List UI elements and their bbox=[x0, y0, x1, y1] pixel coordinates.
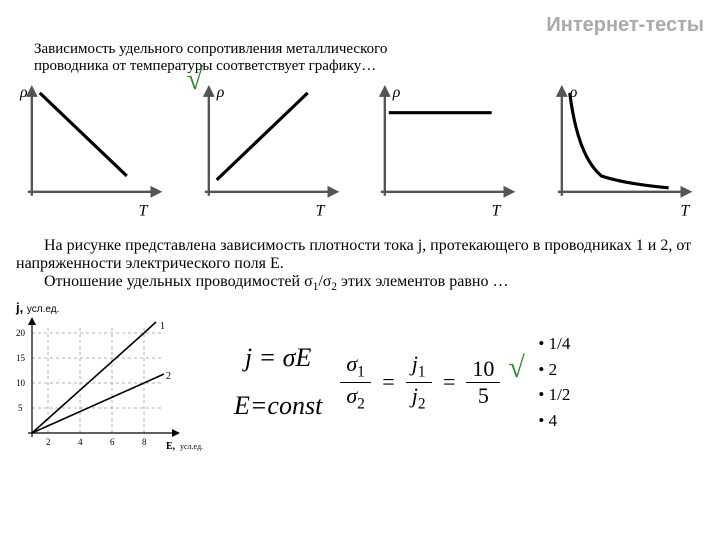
svg-text:E,: E, bbox=[166, 441, 176, 452]
svg-text:4: 4 bbox=[78, 437, 83, 447]
svg-text:2: 2 bbox=[166, 371, 171, 382]
equals-2: = bbox=[442, 369, 457, 395]
svg-text:1: 1 bbox=[160, 321, 165, 332]
svg-text:усл.ед.: усл.ед. bbox=[180, 442, 203, 451]
svg-text:ρ: ρ bbox=[215, 84, 224, 101]
frac-sigma: σ1 σ2 bbox=[340, 351, 371, 413]
eq-j-sigmaE: j = σE bbox=[245, 343, 311, 373]
q1-prompt: Зависимость удельного сопротивления мета… bbox=[34, 41, 704, 75]
page-header: Интернет-тесты bbox=[16, 14, 704, 37]
svg-text:T: T bbox=[315, 202, 325, 219]
q2-p2b: /σ bbox=[318, 273, 331, 290]
svg-text:2: 2 bbox=[46, 437, 51, 447]
q1-graph-3: ρ T bbox=[369, 81, 527, 219]
svg-text:15: 15 bbox=[16, 353, 26, 363]
q1-line1: Зависимость удельного сопротивления мета… bbox=[34, 41, 387, 57]
svg-text:5: 5 bbox=[18, 403, 23, 413]
j-axis-label: j, усл.ед. bbox=[16, 300, 59, 315]
svg-text:ρ: ρ bbox=[392, 84, 401, 101]
svg-text:T: T bbox=[492, 202, 502, 219]
q1-graph-2: √ ρ T bbox=[193, 81, 351, 219]
answer-option: 2 bbox=[538, 357, 570, 383]
q1-graph-4: ρ T bbox=[546, 81, 704, 219]
checkmark-icon: √ bbox=[508, 351, 524, 385]
eq-fraction-chain: σ1 σ2 = j1 j2 = 10 5 bbox=[340, 351, 500, 413]
q2-para1: На рисунке представлена зависимость плот… bbox=[16, 237, 704, 273]
frac-j: j1 j2 bbox=[406, 351, 432, 413]
svg-text:10: 10 bbox=[16, 378, 26, 388]
answer-option: 1/2 bbox=[538, 382, 570, 408]
q2-equations: j = σE E=const bbox=[234, 343, 322, 421]
q1-line2: проводника от температуры соответствует … bbox=[34, 58, 376, 74]
svg-text:8: 8 bbox=[142, 437, 147, 447]
q2-p2a: Отношение удельных проводимостей σ bbox=[44, 273, 313, 290]
answer-option: 1/4 bbox=[538, 331, 570, 357]
svg-text:T: T bbox=[680, 202, 690, 219]
q2-answers: √ 1/4 2 1/2 4 bbox=[538, 331, 570, 433]
q1-graphs-row: ρ T √ ρ T ρ T bbox=[16, 81, 704, 219]
svg-text:T: T bbox=[139, 202, 149, 219]
checkmark-icon: √ bbox=[187, 63, 203, 97]
q2-p2c: этих элементов равно … bbox=[337, 273, 508, 290]
q2-row: j, усл.ед. 5 10 15 20 bbox=[16, 300, 704, 465]
q1-graph-1: ρ T bbox=[16, 81, 174, 219]
frac-value: 10 5 bbox=[466, 356, 500, 409]
svg-text:ρ: ρ bbox=[19, 84, 28, 101]
answer-option: 4 bbox=[538, 408, 570, 434]
svg-text:20: 20 bbox=[16, 328, 26, 338]
eq-E-const: E=const bbox=[234, 391, 322, 421]
q2-para2: Отношение удельных проводимостей σ1/σ2 э… bbox=[16, 273, 704, 293]
svg-text:6: 6 bbox=[110, 437, 115, 447]
equals-1: = bbox=[381, 369, 396, 395]
q2-prompt: На рисунке представлена зависимость плот… bbox=[16, 237, 704, 293]
q2-graph: j, усл.ед. 5 10 15 20 bbox=[16, 300, 216, 465]
